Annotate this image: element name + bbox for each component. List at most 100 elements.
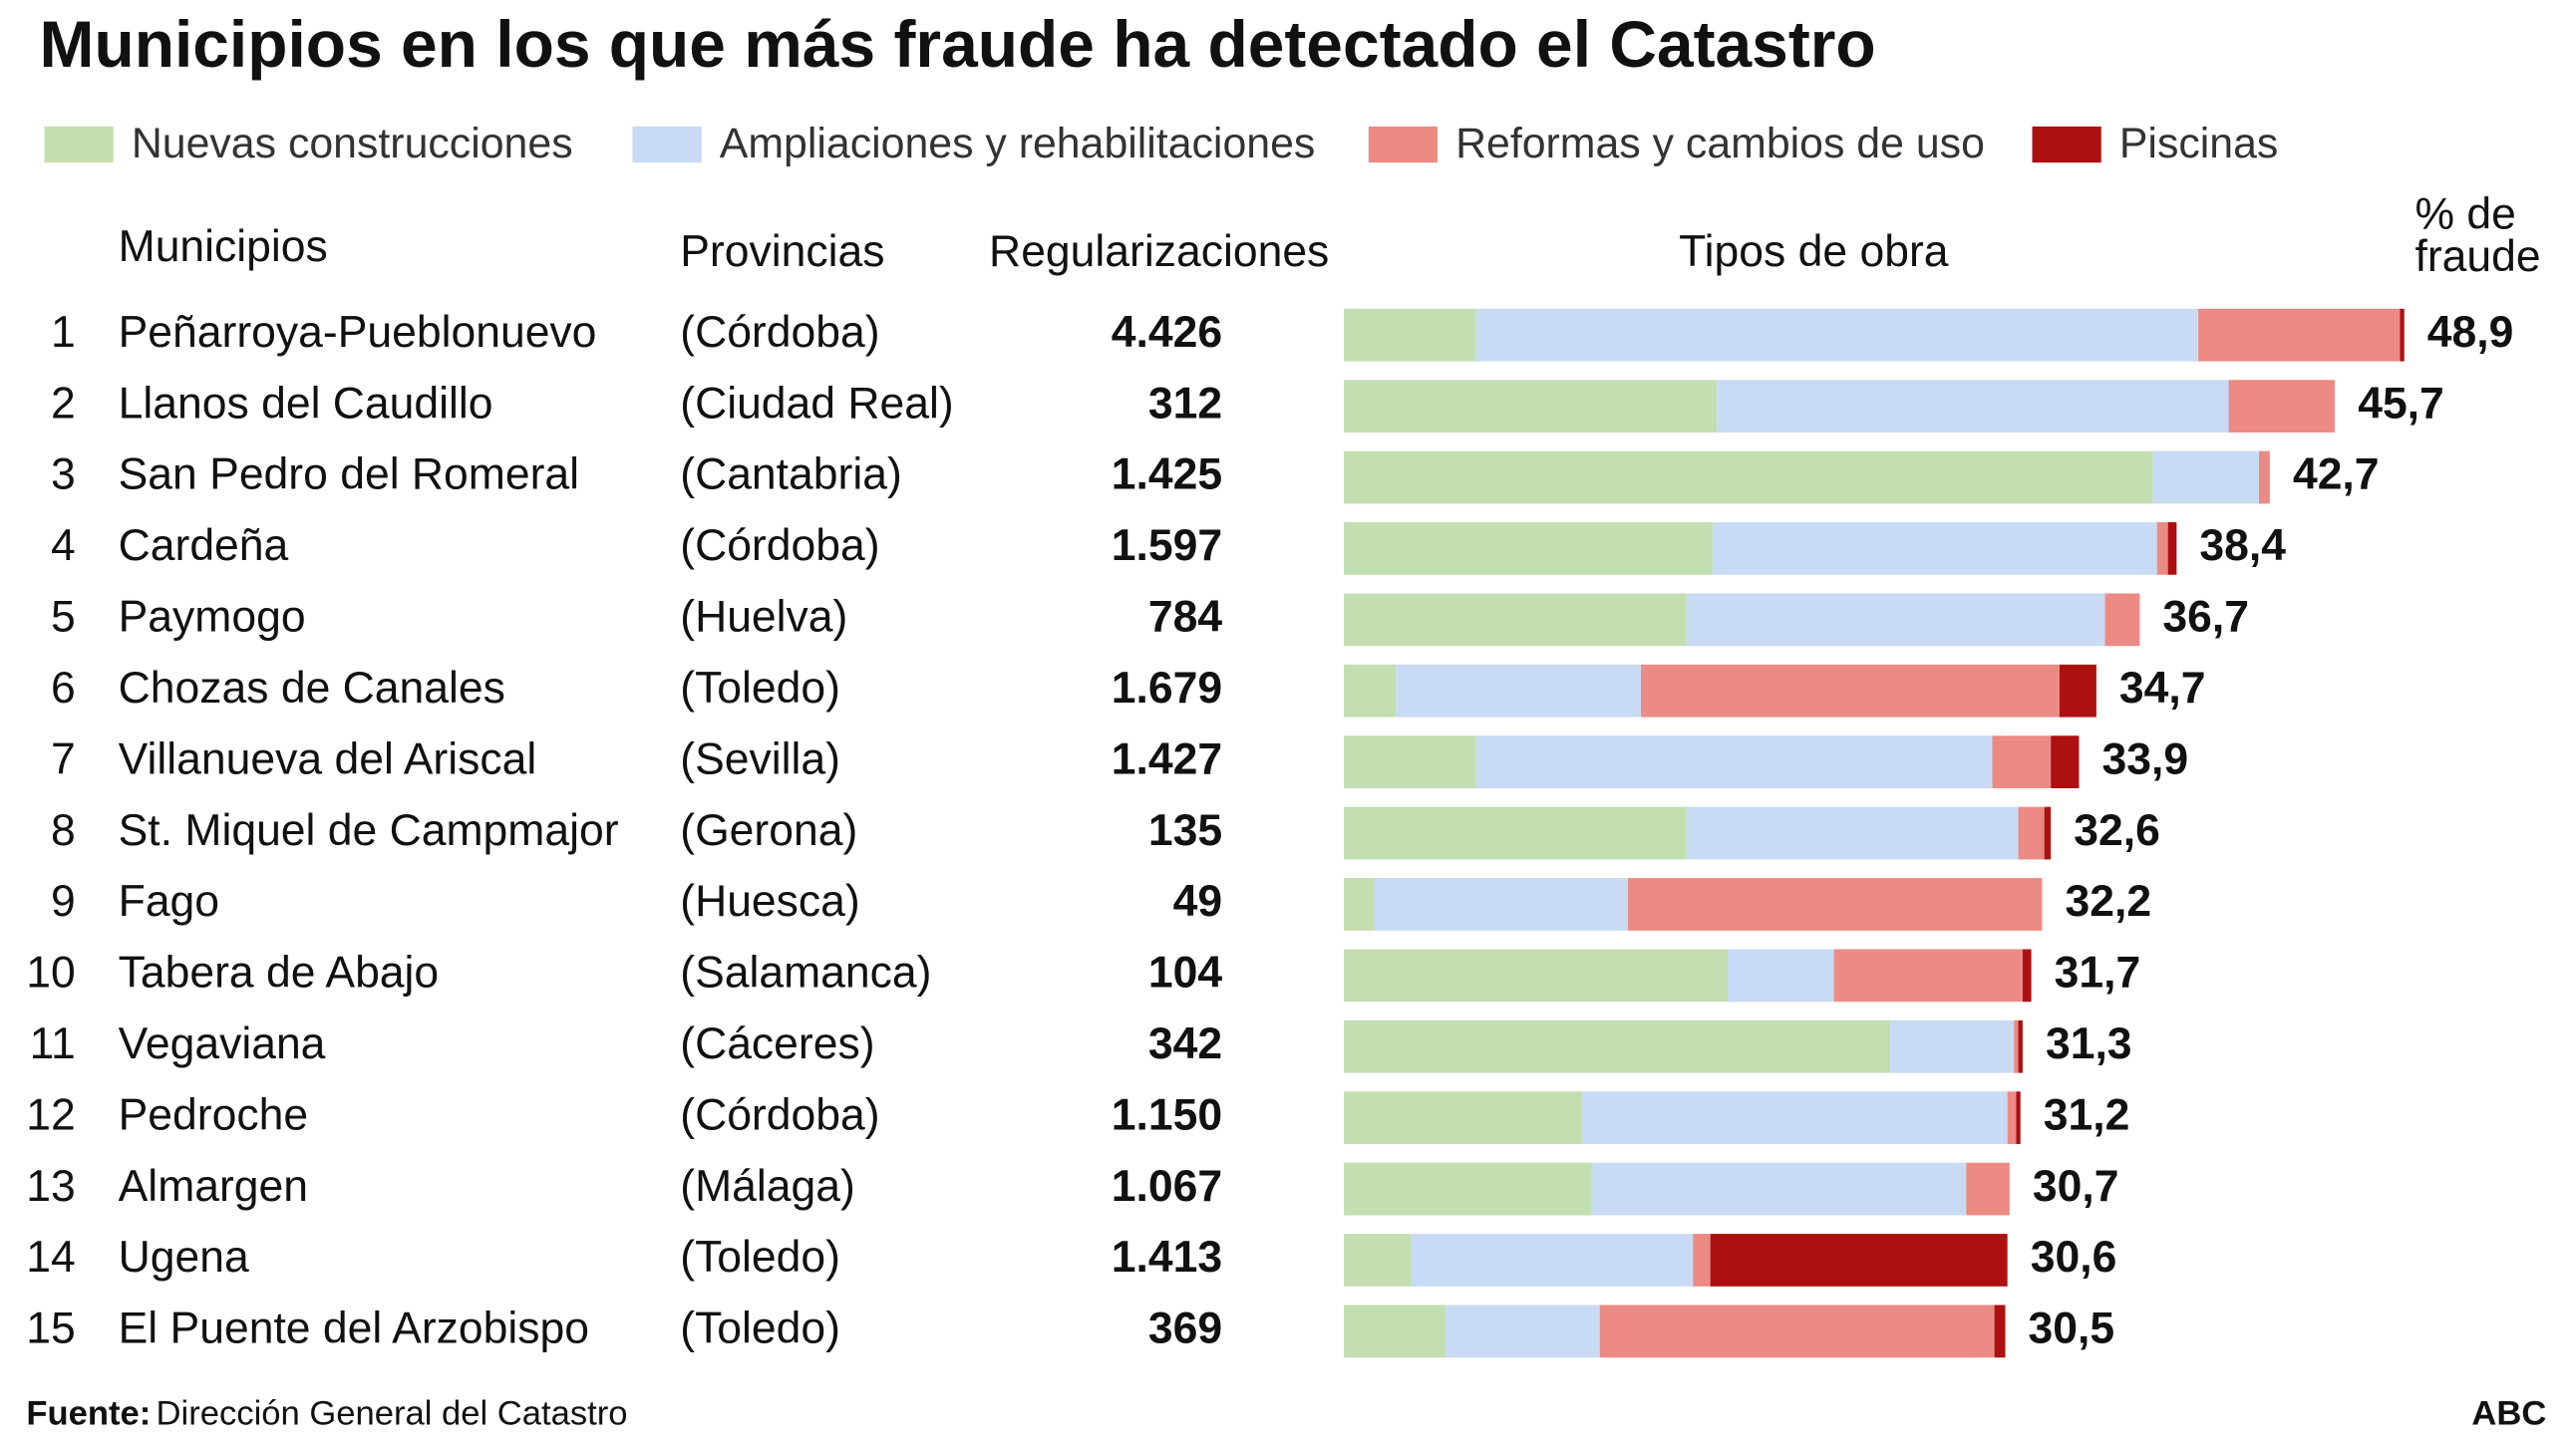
bar-segment xyxy=(1475,735,1993,789)
fraud-label: 38,4 xyxy=(2199,521,2286,570)
bar-segment xyxy=(1344,1234,1412,1287)
bar-segment xyxy=(1344,1091,1583,1145)
bar-segment xyxy=(2198,308,2401,362)
bar-segment xyxy=(1686,593,2105,647)
regularizaciones: 1.150 xyxy=(1112,1090,1222,1139)
province: (Sevilla) xyxy=(680,734,840,783)
province: (Salamanca) xyxy=(680,949,931,998)
bar-segment xyxy=(2259,450,2270,504)
bar-segment xyxy=(1344,878,1375,931)
bar-segment xyxy=(1710,1234,2008,1287)
bar-segment xyxy=(1396,664,1642,718)
rank: 14 xyxy=(26,1233,75,1282)
municipality: Villanueva del Ariscal xyxy=(119,734,537,783)
bar-segment xyxy=(1446,1305,1600,1358)
bar-segment xyxy=(1344,1162,1592,1216)
legend-swatch xyxy=(2032,126,2101,163)
rank: 2 xyxy=(51,379,76,428)
column-header: Provincias xyxy=(680,227,884,276)
municipality: El Puente del Arzobispo xyxy=(119,1305,589,1353)
bar-segment xyxy=(2156,522,2168,575)
province: (Toledo) xyxy=(680,664,840,713)
municipality: Paymogo xyxy=(119,593,306,642)
regularizaciones: 1.067 xyxy=(1112,1162,1222,1211)
bar-segment xyxy=(2007,1091,2017,1145)
fraud-label: 42,7 xyxy=(2293,450,2380,499)
municipality: Ugena xyxy=(119,1233,249,1282)
rank: 10 xyxy=(26,949,75,998)
fraud-label: 34,7 xyxy=(2119,664,2206,713)
regularizaciones: 4.426 xyxy=(1112,308,1222,357)
municipality: Llanos del Caudillo xyxy=(119,379,493,428)
bar-segment xyxy=(1344,450,2153,504)
municipality: Chozas de Canales xyxy=(119,664,505,713)
bar-segment xyxy=(1686,806,2019,860)
regularizaciones: 104 xyxy=(1148,949,1222,998)
bar-segment xyxy=(1344,949,1729,1003)
bar-segment xyxy=(1728,949,1834,1003)
rank: 5 xyxy=(51,593,76,642)
fraud-label: 32,6 xyxy=(2074,806,2160,855)
rank: 11 xyxy=(30,1019,76,1068)
bar-segment xyxy=(2022,949,2032,1003)
column-header: Regularizaciones xyxy=(989,227,1329,276)
municipality: Pedroche xyxy=(119,1090,308,1139)
bar-segment xyxy=(1475,308,2199,362)
bar-segment xyxy=(2104,593,2140,647)
municipality: Fago xyxy=(119,877,219,926)
legend-label: Ampliaciones y rehabilitaciones xyxy=(720,120,1316,167)
fraud-label: 30,6 xyxy=(2031,1233,2117,1282)
legend-swatch xyxy=(1368,126,1438,163)
fraud-label: 45,7 xyxy=(2358,379,2444,428)
bar-segment xyxy=(1344,380,1718,433)
bar-segment xyxy=(1344,522,1713,575)
bar-segment xyxy=(1344,806,1687,860)
province: (Toledo) xyxy=(680,1305,840,1353)
bar-segment xyxy=(2016,1091,2021,1145)
regularizaciones: 342 xyxy=(1148,1019,1222,1068)
bar-segment xyxy=(1641,664,2060,718)
municipality: Almargen xyxy=(119,1162,308,1211)
column-header: fraude xyxy=(2415,232,2540,281)
source-label: Fuente: xyxy=(26,1395,151,1433)
rank: 13 xyxy=(26,1162,75,1211)
bar-segment xyxy=(1994,1305,2006,1358)
bar-segment xyxy=(2044,806,2052,860)
province: (Cantabria) xyxy=(680,450,902,499)
province: (Huelva) xyxy=(680,593,847,642)
regularizaciones: 1.413 xyxy=(1112,1233,1222,1282)
bar-segment xyxy=(1599,1305,1995,1358)
bar-segment xyxy=(1344,1305,1447,1358)
bar-segment xyxy=(1717,380,2229,433)
regularizaciones: 1.425 xyxy=(1112,450,1222,499)
province: (Huesca) xyxy=(680,877,859,926)
source: Dirección General del Catastro xyxy=(157,1395,628,1433)
bar-segment xyxy=(2400,308,2405,362)
bar-segment xyxy=(1344,664,1397,718)
fraud-label: 31,7 xyxy=(2055,949,2141,998)
column-header: % de xyxy=(2415,189,2515,238)
regularizaciones: 1.597 xyxy=(1112,521,1222,570)
column-header: Municipios xyxy=(119,222,328,271)
rank: 12 xyxy=(26,1090,75,1139)
regularizaciones: 1.427 xyxy=(1112,734,1222,783)
rank: 1 xyxy=(51,308,76,357)
province: (Córdoba) xyxy=(680,521,879,570)
municipality: St. Miquel de Campmajor xyxy=(119,806,619,855)
municipality: San Pedro del Romeral xyxy=(119,450,579,499)
rank: 7 xyxy=(51,734,76,783)
bar-segment xyxy=(1992,735,2052,789)
bar-segment xyxy=(2228,380,2336,433)
regularizaciones: 369 xyxy=(1148,1305,1222,1353)
municipality: Cardeña xyxy=(119,521,289,570)
bar-segment xyxy=(1833,949,2023,1003)
bar-segment xyxy=(1344,735,1476,789)
province: (Cáceres) xyxy=(680,1019,874,1068)
bar-segment xyxy=(1712,522,2157,575)
legend-label: Reformas y cambios de uso xyxy=(1455,120,1985,167)
bar-segment xyxy=(2051,735,2080,789)
fraud-label: 31,3 xyxy=(2046,1019,2132,1068)
rank: 8 xyxy=(51,806,76,855)
